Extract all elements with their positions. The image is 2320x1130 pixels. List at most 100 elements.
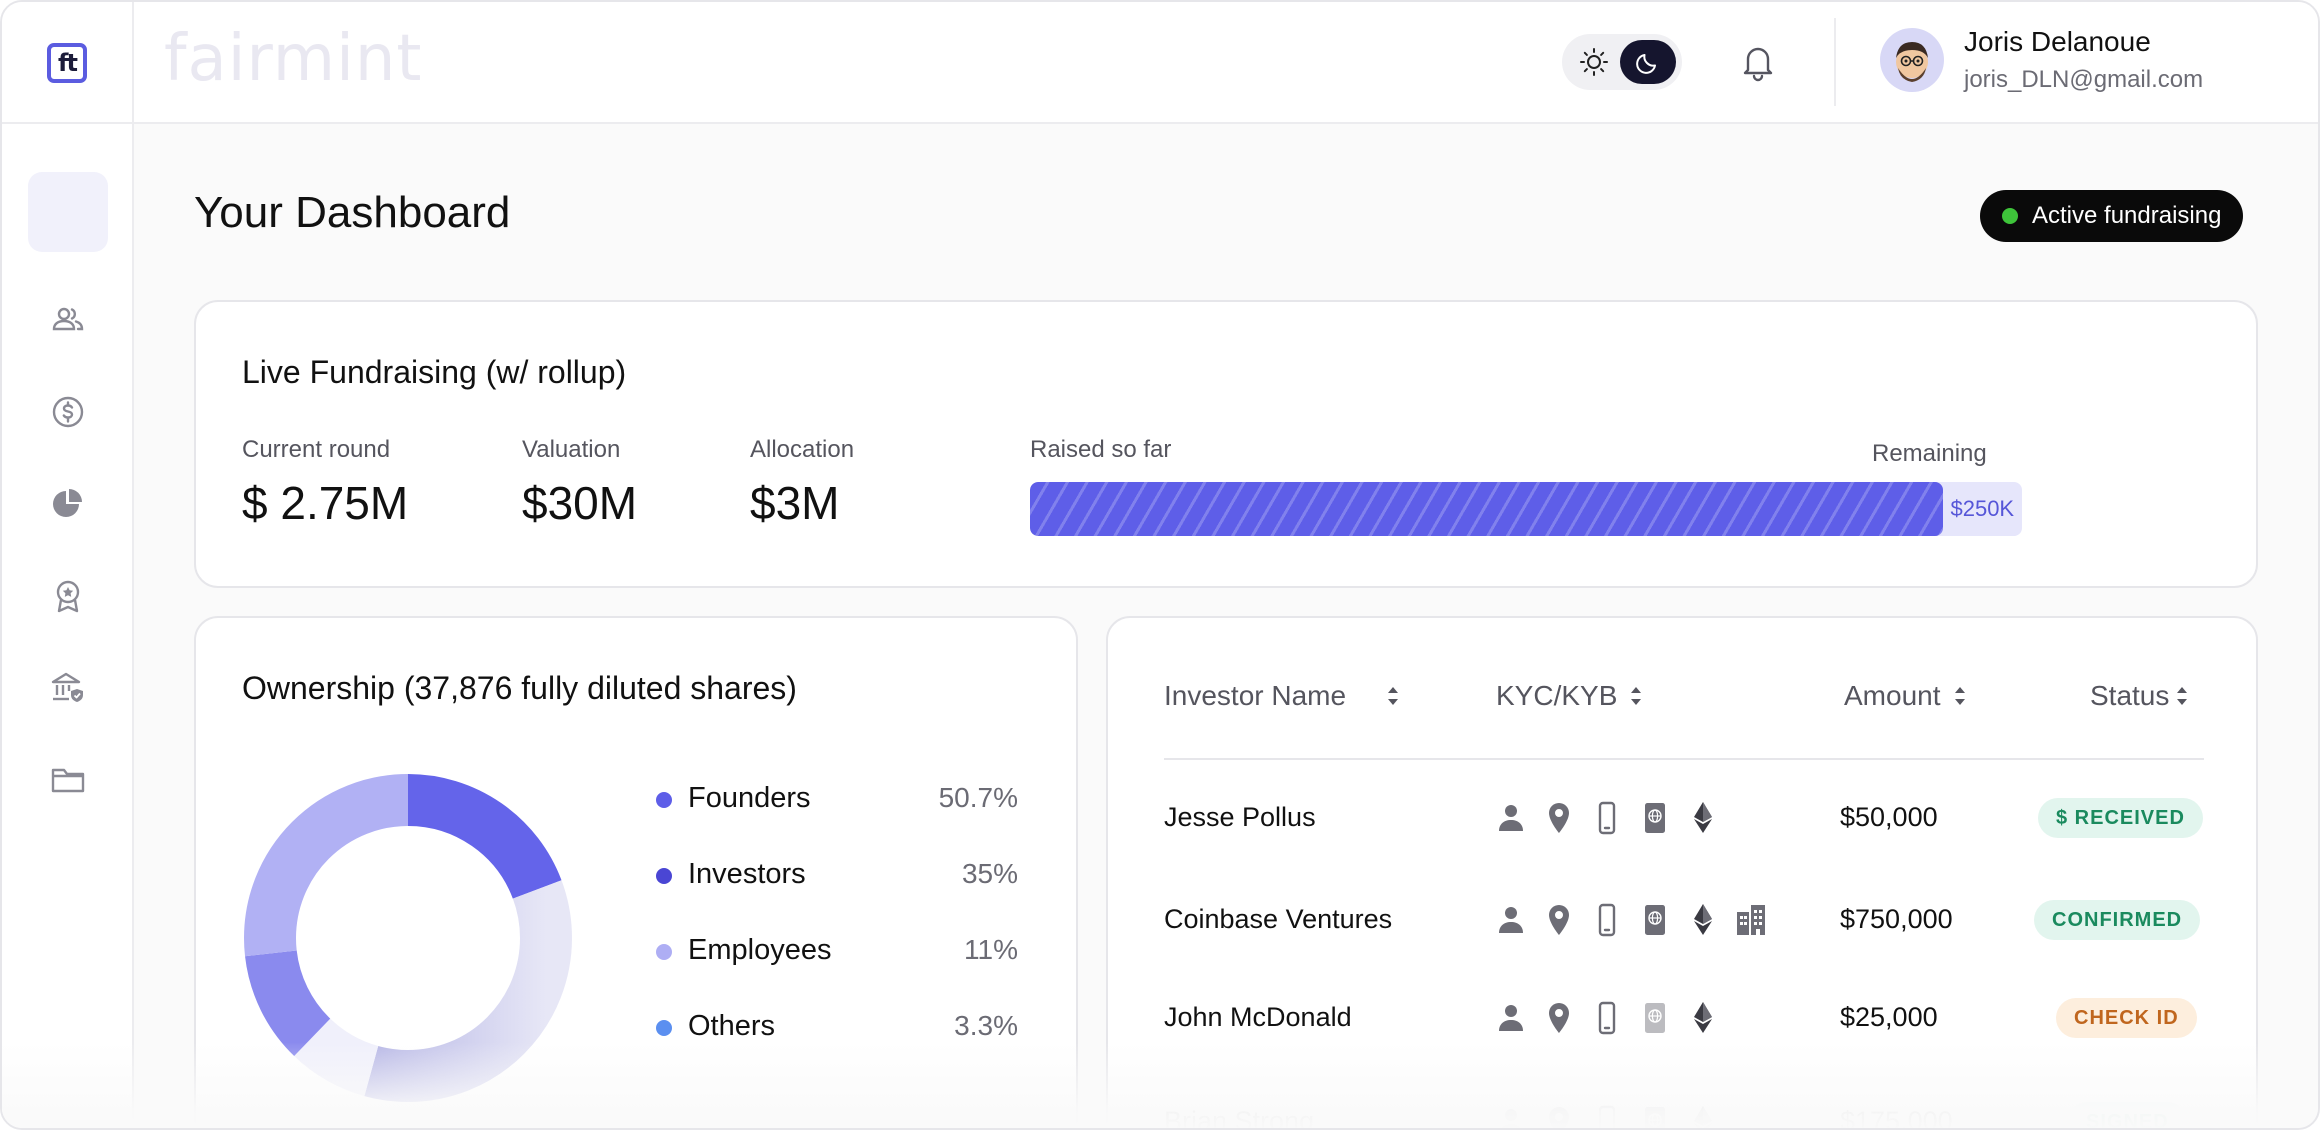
dark-mode-button[interactable] — [1620, 40, 1676, 84]
status-badge: CONFIRMED — [2034, 900, 2201, 940]
donut-segment-founders-outer[interactable] — [244, 774, 572, 1102]
passport-icon — [1638, 1000, 1672, 1036]
bell-icon[interactable] — [1740, 42, 1776, 82]
folder-icon — [51, 768, 85, 793]
table-header-divider — [1164, 758, 2204, 760]
kyc-icons — [1494, 1000, 1720, 1036]
live-fundraising-card: Live Fundraising (w/ rollup) Current rou… — [194, 300, 2258, 588]
phone-icon — [1590, 1104, 1624, 1128]
kyc-icons — [1494, 800, 1720, 836]
investor-name[interactable]: Coinbase Ventures — [1164, 904, 1393, 934]
ethereum-icon — [1686, 1000, 1720, 1036]
person-icon — [1494, 1104, 1528, 1128]
sun-icon[interactable] — [1578, 46, 1610, 78]
legend-name: Employees — [688, 934, 832, 966]
header-investor-name[interactable]: Investor Name — [1164, 680, 1400, 712]
legend-value: 50.7% — [938, 782, 1018, 813]
table-row[interactable]: John McDonald $25,000 CHECK ID — [1108, 990, 2258, 1050]
valuation-label: Valuation — [522, 436, 621, 463]
legend-name: Founders — [688, 782, 811, 814]
header-amount[interactable]: Amount — [1844, 680, 1967, 712]
ownership-donut-chart — [244, 774, 572, 1102]
investor-name[interactable]: Jesse Pollus — [1164, 802, 1316, 832]
legend-item-investors[interactable]: Investors 35% — [656, 856, 1018, 896]
allocation-value: $3M — [750, 477, 840, 529]
table-row[interactable]: Brian Strong $175,000 SIGNED — [1108, 1094, 2258, 1130]
investor-amount: $750,000 — [1840, 904, 1953, 934]
sort-icon — [1631, 687, 1642, 705]
header-divider — [1834, 18, 1836, 106]
remaining-label: Remaining — [1872, 440, 1987, 467]
avatar-face-icon — [1896, 42, 1928, 82]
status-badge: $ RECEIVED — [2038, 798, 2203, 838]
status-badge-label: Active fundraising — [2032, 202, 2222, 229]
header-status[interactable]: Status — [2090, 680, 2189, 712]
ethereum-icon — [1686, 1104, 1720, 1128]
award-icon — [56, 580, 80, 613]
legend-item-founders[interactable]: Founders 50.7% — [656, 780, 1018, 820]
allocation-label: Allocation — [750, 436, 855, 463]
building-icon — [1734, 902, 1768, 938]
header-status-label: Status — [2090, 680, 2170, 711]
sidebar-item-dashboard[interactable] — [28, 172, 108, 252]
sidebar-item-bank[interactable] — [28, 648, 108, 728]
passport-icon — [1638, 902, 1672, 938]
ethereum-icon — [1686, 800, 1720, 836]
moon-icon — [1636, 54, 1656, 74]
legend-item-others[interactable]: Others 3.3% — [656, 1008, 1018, 1048]
person-icon — [1494, 902, 1528, 938]
sidebar-item-documents[interactable] — [28, 740, 108, 820]
dollar-icon — [52, 396, 84, 428]
phone-icon — [1590, 1000, 1624, 1036]
sort-icon — [2177, 687, 2188, 705]
avatar[interactable] — [1880, 28, 1944, 92]
remaining-value: $250K (8%) — [1950, 496, 2015, 521]
raised-so-far-label: Raised so far — [1030, 436, 1172, 463]
page-title: Your Dashboard — [194, 188, 511, 237]
sidebar-item-ownership[interactable] — [28, 464, 108, 544]
raised-progress-bar: $250K (8%) — [1030, 482, 2022, 536]
status-badge: CHECK ID — [2056, 998, 2197, 1038]
location-pin-icon — [1542, 902, 1576, 938]
legend-dot — [656, 792, 672, 808]
sidebar — [2, 124, 134, 1128]
location-pin-icon — [1542, 1000, 1576, 1036]
legend-dot — [656, 1020, 672, 1036]
person-icon — [1494, 1000, 1528, 1036]
investor-amount: $175,000 — [1840, 1106, 1953, 1130]
header-amount-label: Amount — [1844, 680, 1941, 711]
logo-icon: ft — [47, 43, 87, 83]
user-name[interactable]: Joris Delanoue — [1964, 26, 2151, 57]
ownership-title: Ownership (37,876 fully diluted shares) — [242, 670, 797, 706]
legend-item-employees[interactable]: Employees 11% — [656, 932, 1018, 972]
theme-toggle[interactable] — [1562, 34, 1682, 90]
logo-cell[interactable]: ft — [2, 2, 134, 124]
legend-name: Others — [688, 1010, 776, 1042]
investor-name[interactable]: Brian Strong — [1164, 1106, 1315, 1130]
user-email: joris_DLN@gmail.com — [1964, 66, 2204, 93]
passport-icon — [1638, 800, 1672, 836]
valuation-value: $30M — [522, 477, 638, 529]
sidebar-item-awards[interactable] — [28, 556, 108, 636]
table-row[interactable]: Jesse Pollus $50,000 $ RECEIVED — [1108, 790, 2258, 850]
legend-dot — [656, 944, 672, 960]
sort-icon — [1388, 687, 1399, 705]
people-icon — [52, 307, 84, 331]
legend-value: 3.3% — [954, 1010, 1018, 1041]
header-kyc[interactable]: KYC/KYB — [1496, 680, 1643, 712]
live-fundraising-title: Live Fundraising (w/ rollup) — [242, 354, 627, 390]
legend-dot — [656, 868, 672, 884]
status-badge[interactable]: Active fundraising — [1980, 190, 2244, 242]
sidebar-item-finance[interactable] — [28, 372, 108, 452]
top-bar: ft fairmint — [2, 2, 2318, 124]
investor-name[interactable]: John McDonald — [1164, 1002, 1352, 1032]
table-row[interactable]: Coinbase Ventures $750,000 CONFIRMED — [1108, 892, 2258, 952]
bank-shield-icon — [51, 672, 83, 702]
header-kyc-label: KYC/KYB — [1496, 680, 1618, 711]
raised-progress-fill — [1030, 482, 1943, 536]
sidebar-item-people[interactable] — [28, 280, 108, 360]
status-badge: SIGNED — [2068, 1102, 2187, 1128]
legend-value: 11% — [964, 934, 1018, 965]
investor-amount: $50,000 — [1840, 802, 1938, 832]
